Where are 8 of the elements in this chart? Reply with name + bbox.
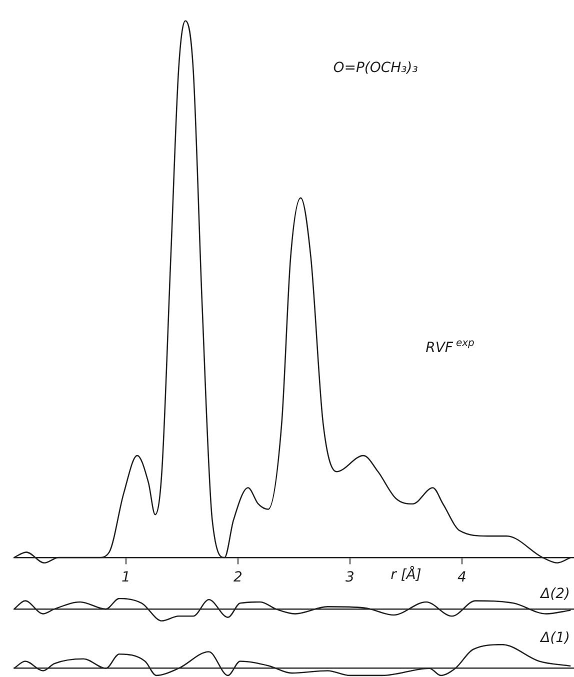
series-label: Δ(2) [540, 586, 570, 602]
series-label: Δ(1) [540, 630, 570, 646]
x-tick-label: 2 [234, 570, 243, 586]
x-tick-label: 4 [458, 570, 466, 586]
annotation: O=P(OCH₃)₃ [333, 60, 418, 76]
x-tick-label: 1 [122, 570, 130, 586]
x-axis-title: r [Å] [390, 566, 422, 584]
x-tick-label: 3 [346, 570, 354, 586]
